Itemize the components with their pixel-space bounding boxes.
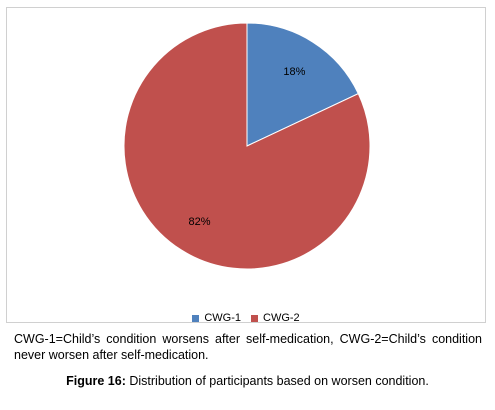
figure-label: Figure 16: <box>66 374 126 388</box>
chart-area: 18% 82% CWG-1 CWG-2 <box>6 7 486 326</box>
data-label-cwg-2: 82% <box>189 216 211 228</box>
legend-item-cwg-1: CWG-1 <box>192 312 241 324</box>
legend-swatch <box>251 314 258 322</box>
pie-slice-cwg-2 <box>123 22 371 270</box>
legend: CWG-1 CWG-2 <box>7 310 485 326</box>
legend-label: CWG-1 <box>204 312 241 324</box>
legend-label: CWG-2 <box>263 312 300 324</box>
pie-slice-cwg-1 <box>246 22 359 147</box>
pie-chart: 18% 82% <box>123 22 371 270</box>
caption-note: CWG-1=Child’s condition worsens after se… <box>14 332 482 362</box>
legend-item-cwg-2: CWG-2 <box>251 312 300 324</box>
figure-caption: Figure 16: Distribution of participants … <box>0 373 495 389</box>
legend-swatch <box>192 314 200 322</box>
figure-text: Distribution of participants based on wo… <box>125 374 429 388</box>
data-label-cwg-1: 18% <box>283 66 305 78</box>
